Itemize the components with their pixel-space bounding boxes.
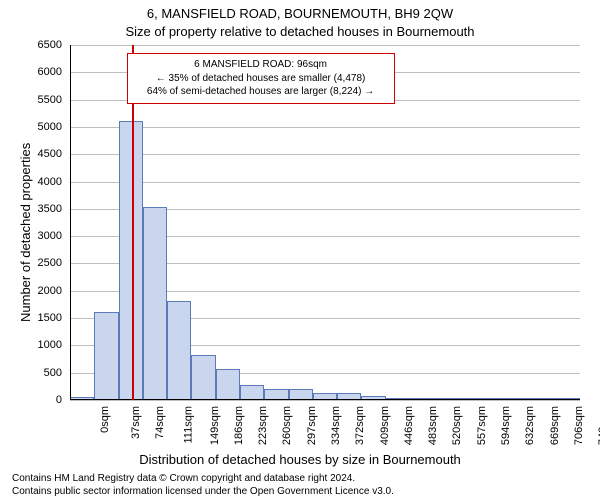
x-tick-label: 0sqm <box>99 406 111 433</box>
gridline <box>70 400 580 401</box>
callout-line-2: ← 35% of detached houses are smaller (4,… <box>134 72 388 86</box>
callout-line-1: 6 MANSFIELD ROAD: 96sqm <box>134 58 388 72</box>
histogram-bar <box>337 393 361 400</box>
x-tick-label: 223sqm <box>257 406 269 445</box>
x-tick-label: 372sqm <box>354 406 366 445</box>
histogram-bar <box>556 398 580 400</box>
y-tick-label: 4500 <box>0 148 62 160</box>
chart-subtitle: Size of property relative to detached ho… <box>0 24 600 39</box>
y-tick-label: 3500 <box>0 203 62 215</box>
x-tick-label: 669sqm <box>549 406 561 445</box>
histogram-bar <box>410 398 434 400</box>
histogram-bar <box>507 398 531 400</box>
y-tick-label: 1000 <box>0 339 62 351</box>
histogram-bar <box>434 398 458 400</box>
histogram-bar <box>70 397 94 400</box>
y-tick-label: 2000 <box>0 285 62 297</box>
x-tick-label: 74sqm <box>154 406 166 439</box>
x-tick-label: 409sqm <box>379 406 391 445</box>
y-tick-label: 2500 <box>0 257 62 269</box>
x-tick-label: 483sqm <box>427 406 439 445</box>
histogram-bar <box>531 398 555 400</box>
x-tick-label: 297sqm <box>306 406 318 445</box>
chart-title-address: 6, MANSFIELD ROAD, BOURNEMOUTH, BH9 2QW <box>0 6 600 21</box>
histogram-bar <box>119 121 143 400</box>
x-tick-label: 37sqm <box>130 406 142 439</box>
x-tick-label: 520sqm <box>452 406 464 445</box>
histogram-bar <box>386 398 410 400</box>
histogram-bar <box>459 398 483 400</box>
footer-line-1: Contains HM Land Registry data © Crown c… <box>12 472 394 485</box>
x-tick-label: 111sqm <box>183 406 195 444</box>
histogram-bar <box>167 301 191 400</box>
y-tick-label: 3000 <box>0 230 62 242</box>
histogram-bar <box>94 312 118 400</box>
y-tick-label: 4000 <box>0 176 62 188</box>
histogram-bar <box>313 393 337 400</box>
x-tick-label: 149sqm <box>209 406 221 445</box>
x-tick-label: 632sqm <box>524 406 536 445</box>
histogram-bar <box>191 355 215 400</box>
histogram-bar <box>483 398 507 400</box>
y-tick-label: 5000 <box>0 121 62 133</box>
y-tick-label: 1500 <box>0 312 62 324</box>
y-tick-label: 0 <box>0 394 62 406</box>
x-axis-title: Distribution of detached houses by size … <box>0 452 600 467</box>
histogram-bar <box>289 389 313 400</box>
y-tick-label: 500 <box>0 367 62 379</box>
y-tick-label: 6500 <box>0 39 62 51</box>
chart-container: 6, MANSFIELD ROAD, BOURNEMOUTH, BH9 2QW … <box>0 0 600 500</box>
plot-area: 6 MANSFIELD ROAD: 96sqm ← 35% of detache… <box>70 45 580 400</box>
x-tick-label: 334sqm <box>330 406 342 445</box>
x-tick-label: 594sqm <box>500 406 512 445</box>
x-tick-label: 706sqm <box>573 406 585 445</box>
x-tick-label: 557sqm <box>476 406 488 445</box>
x-tick-label: 260sqm <box>282 406 294 445</box>
x-tick-label: 446sqm <box>403 406 415 445</box>
histogram-bar <box>361 396 385 400</box>
histogram-bar <box>216 369 240 400</box>
y-tick-label: 5500 <box>0 94 62 106</box>
histogram-bar <box>240 385 264 400</box>
footer-line-2: Contains public sector information licen… <box>12 485 394 498</box>
chart-footer: Contains HM Land Registry data © Crown c… <box>12 472 394 498</box>
x-tick-label: 186sqm <box>233 406 245 445</box>
histogram-bar <box>143 207 167 400</box>
histogram-bar <box>264 389 288 400</box>
property-callout-box: 6 MANSFIELD ROAD: 96sqm ← 35% of detache… <box>127 53 395 104</box>
y-tick-label: 6000 <box>0 66 62 78</box>
callout-line-3: 64% of semi-detached houses are larger (… <box>134 85 388 99</box>
